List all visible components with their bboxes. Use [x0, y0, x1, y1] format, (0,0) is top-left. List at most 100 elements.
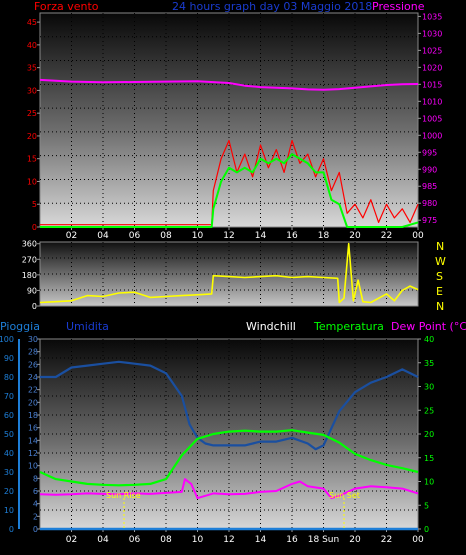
humidity-series	[40, 360, 419, 451]
y-tick-label: 60	[4, 411, 14, 420]
x-tick-label: 00	[412, 535, 424, 545]
y-tick-label: 20	[28, 398, 38, 407]
x-tick-label: 04	[97, 231, 109, 241]
sunset-label: Sun Set	[329, 491, 360, 500]
y-tick-label: 20	[424, 430, 434, 439]
y-tick-label: 50	[4, 430, 14, 439]
x-tick-label: 08	[160, 231, 172, 241]
pressure-series	[39, 78, 419, 91]
y-tick-label: 28	[28, 348, 38, 357]
x-tick-label: 06	[129, 535, 141, 545]
x-tick-label: 16	[286, 231, 298, 241]
wind-gust-series	[40, 153, 419, 228]
dir-label-e: E	[436, 285, 443, 298]
y-tick-label: 80	[4, 373, 14, 382]
y-tick-label: 10	[4, 506, 14, 515]
y-tick-label: 35	[424, 359, 434, 368]
y-tick-label: 20	[4, 487, 14, 496]
x-tick-label: 22	[381, 535, 392, 545]
x-tick-label: 18	[318, 231, 330, 241]
y-tick-label: 1005	[422, 114, 442, 123]
wind-speed-series	[40, 139, 419, 226]
dewpoint-legend: Dew Point (°C)	[391, 320, 466, 333]
dir-label-n-bottom: N	[436, 300, 444, 313]
rain-axis-title: Pioggia	[0, 320, 40, 333]
y-tick-label: 12	[28, 449, 38, 458]
y-tick-label: 16	[28, 424, 38, 433]
x-tick-label: 20	[349, 535, 361, 545]
y-tick-label: 40	[27, 41, 37, 50]
y-tick-label: 180	[22, 271, 37, 280]
x-tick-label: 14	[255, 231, 267, 241]
dir-label-w: W	[435, 255, 446, 268]
x-tick-label: 00	[412, 231, 424, 241]
wind-direction-series	[39, 242, 419, 304]
y-tick-label: 40	[424, 335, 434, 344]
dir-label-s: S	[436, 270, 443, 283]
x-tick-label: 16	[286, 535, 298, 545]
y-tick-label: 980	[422, 199, 437, 208]
y-tick-label: 0	[424, 525, 429, 534]
y-tick-label: 1015	[422, 80, 442, 89]
y-tick-label: 990	[422, 165, 437, 174]
x-tick-label: 06	[129, 231, 141, 241]
temperature-series	[39, 429, 419, 487]
y-tick-label: 5	[32, 200, 37, 209]
y-tick-label: 30	[27, 86, 37, 95]
y-tick-label: 1030	[422, 29, 442, 38]
y-tick-label: 975	[422, 216, 437, 225]
y-tick-label: 22	[28, 386, 38, 395]
y-tick-label: 4	[33, 500, 38, 509]
wind-plot-background	[39, 12, 419, 228]
y-tick-label: 995	[422, 148, 437, 157]
y-tick-label: 985	[422, 182, 437, 191]
y-tick-label: 0	[32, 302, 37, 311]
x-tick-label: 12	[223, 231, 234, 241]
y-tick-label: 45	[27, 18, 37, 27]
y-tick-label: 70	[4, 392, 14, 401]
y-tick-label: 30	[4, 468, 14, 477]
y-tick-label: 1010	[422, 97, 442, 106]
y-tick-label: 30	[28, 335, 38, 344]
x-tick-label: 20	[349, 231, 361, 241]
dir-label-n-top: N	[436, 240, 444, 253]
wind-speed-axis-title: Forza vento	[34, 0, 99, 13]
y-tick-label: 10	[27, 177, 37, 186]
y-tick-label: 24	[28, 373, 38, 382]
y-tick-label: 360	[22, 240, 37, 249]
y-tick-label: 15	[424, 454, 434, 463]
x-tick-label: 18 Sun	[308, 535, 339, 545]
pressure-axis-title: Pressione	[372, 0, 425, 13]
y-tick-label: 25	[27, 109, 37, 118]
x-tick-label: 12	[223, 535, 234, 545]
temperature-legend: Temperatura	[313, 320, 384, 333]
humidity-axis-title: Umidita	[66, 320, 109, 333]
sunrise-label: Sun Rise	[106, 491, 141, 500]
y-tick-label: 270	[22, 255, 37, 264]
y-tick-label: 14	[28, 436, 38, 445]
y-tick-label: 1020	[422, 63, 442, 72]
y-tick-label: 10	[28, 462, 38, 471]
y-tick-label: 6	[33, 487, 38, 496]
y-tick-label: 5	[424, 501, 429, 510]
chart-title: 24 hours graph day 03 Maggio 2018	[172, 0, 372, 13]
y-tick-label: 35	[27, 64, 37, 73]
y-tick-label: 0	[9, 525, 14, 534]
y-tick-label: 100	[0, 335, 14, 344]
windchill-legend: Windchill	[246, 320, 296, 333]
x-tick-label: 10	[192, 535, 204, 545]
y-tick-label: 25	[424, 406, 434, 415]
y-tick-label: 20	[27, 132, 37, 141]
y-tick-label: 15	[27, 155, 37, 164]
y-tick-label: 18	[28, 411, 38, 420]
x-tick-label: 02	[66, 535, 77, 545]
dewpoint-series	[39, 478, 419, 500]
y-tick-label: 30	[424, 383, 434, 392]
y-tick-label: 1000	[422, 131, 442, 140]
x-tick-label: 04	[97, 535, 109, 545]
y-tick-label: 1025	[422, 46, 442, 55]
y-tick-label: 40	[4, 449, 14, 458]
